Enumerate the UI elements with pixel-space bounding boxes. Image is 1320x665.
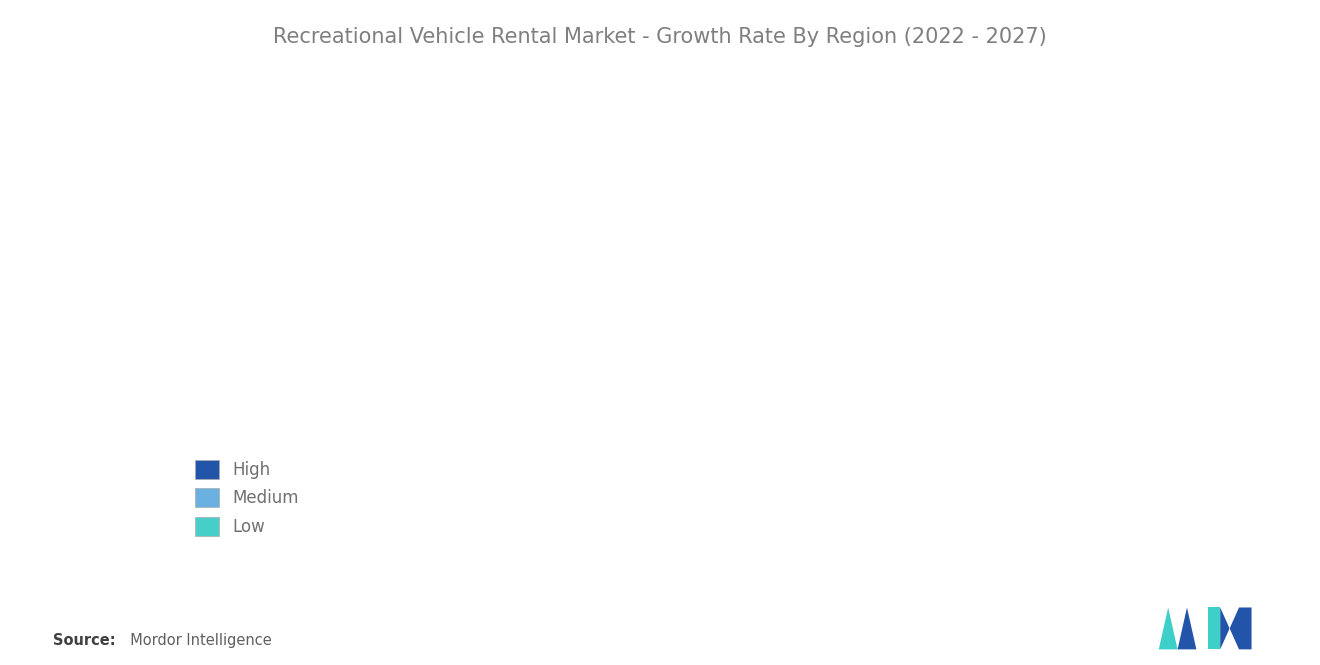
Legend: High, Medium, Low: High, Medium, Low xyxy=(189,453,305,543)
Text: Mordor Intelligence: Mordor Intelligence xyxy=(121,633,272,648)
Polygon shape xyxy=(1220,608,1251,649)
Text: Source:: Source: xyxy=(53,633,115,648)
Polygon shape xyxy=(1177,608,1196,649)
Text: Recreational Vehicle Rental Market - Growth Rate By Region (2022 - 2027): Recreational Vehicle Rental Market - Gro… xyxy=(273,27,1047,47)
Polygon shape xyxy=(1159,608,1177,649)
Polygon shape xyxy=(1208,608,1220,649)
